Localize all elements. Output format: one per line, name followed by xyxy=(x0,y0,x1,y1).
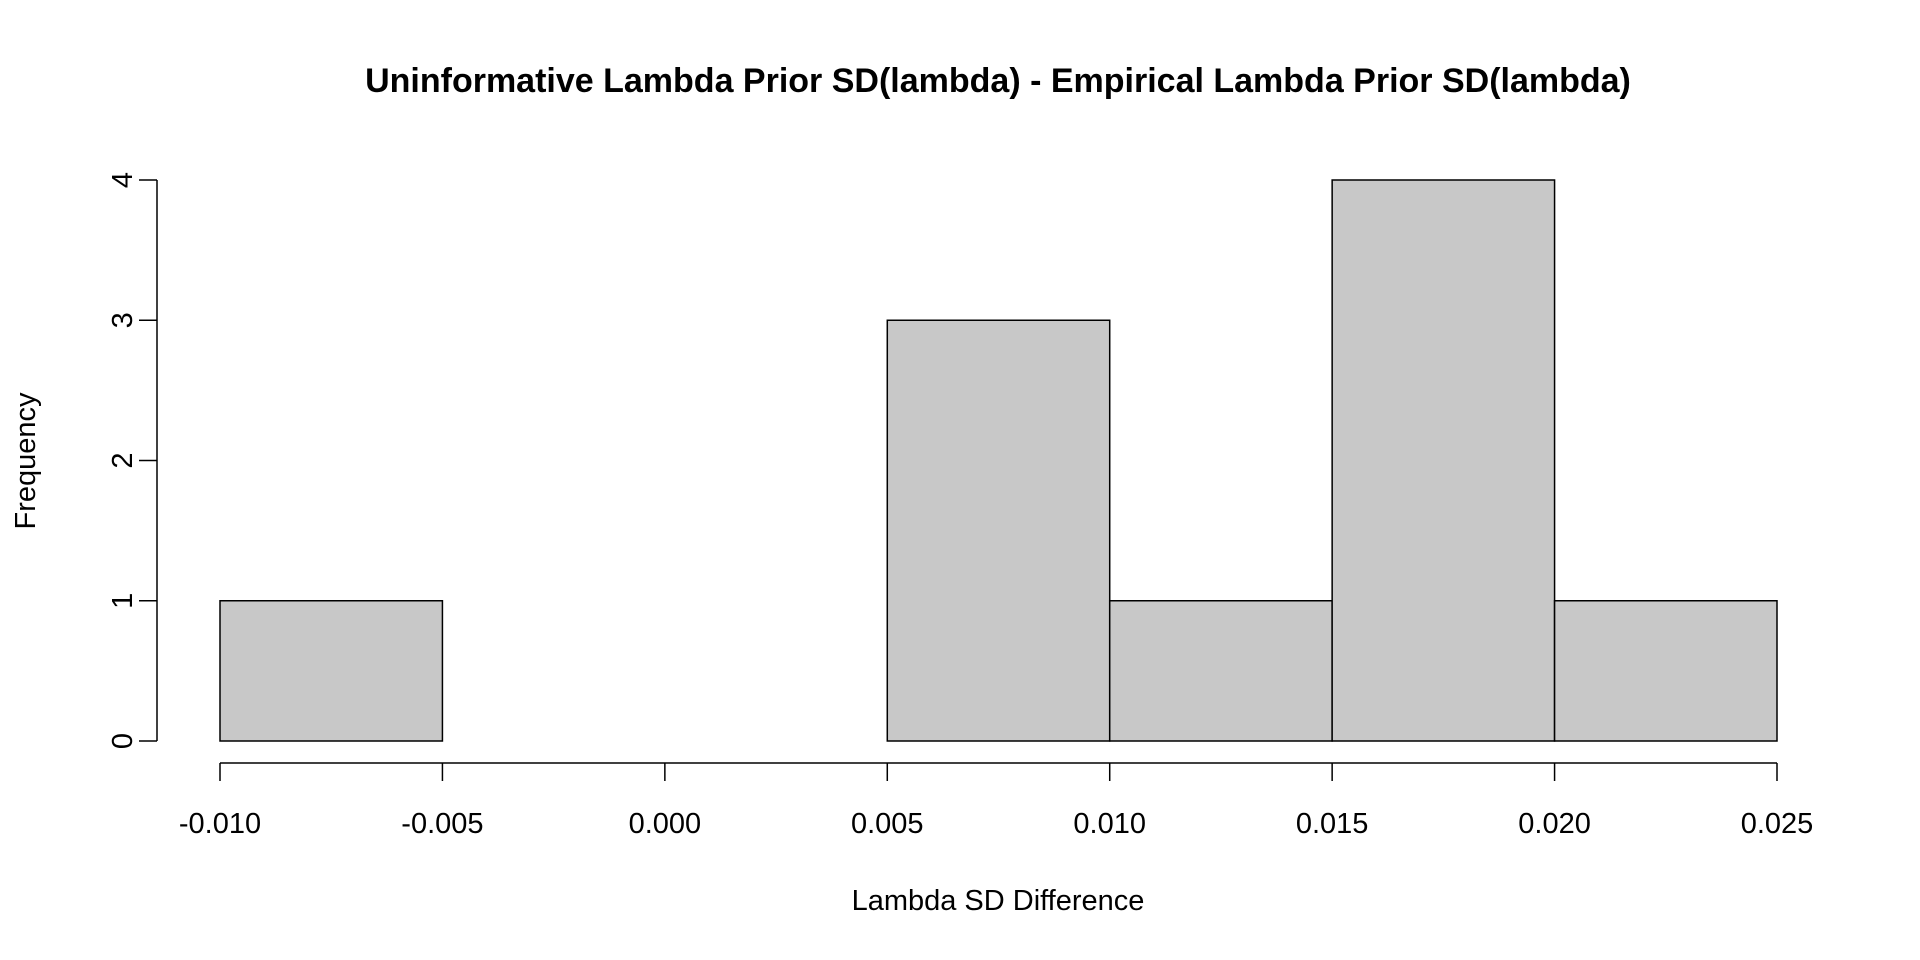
x-tick-label: 0.025 xyxy=(1741,808,1814,840)
histogram-bar-6 xyxy=(1553,600,1778,742)
x-axis-label: Lambda SD Difference xyxy=(852,885,1145,917)
y-axis: 0 1 2 3 4 xyxy=(107,172,158,749)
chart-title: Uninformative Lambda Prior SD(lambda) - … xyxy=(365,62,1631,100)
x-tick-label: 0.005 xyxy=(851,808,924,840)
y-tick-label: 0 xyxy=(107,733,139,749)
x-axis: -0.010 -0.005 0.000 0.005 0.010 0.015 0.020 0.0… xyxy=(179,762,1814,840)
histogram-bar-4 xyxy=(1108,600,1333,742)
y-tick-label: 1 xyxy=(107,593,139,609)
y-tick-label: 2 xyxy=(107,452,139,468)
y-axis-label: Frequency xyxy=(10,392,42,530)
x-tick-label: -0.010 xyxy=(179,808,261,840)
histogram-bar-5 xyxy=(1331,179,1556,742)
x-tick-label: 0.020 xyxy=(1518,808,1591,840)
bars xyxy=(219,179,1778,742)
x-tick-label: 0.015 xyxy=(1296,808,1369,840)
histogram-bar-0 xyxy=(219,600,444,742)
x-tick-label: 0.010 xyxy=(1073,808,1146,840)
x-tick-label: 0.000 xyxy=(629,808,702,840)
y-tick-label: 4 xyxy=(107,172,139,188)
x-tick-label: -0.005 xyxy=(401,808,483,840)
y-tick-label: 3 xyxy=(107,312,139,328)
histogram-bar-3 xyxy=(886,319,1111,742)
